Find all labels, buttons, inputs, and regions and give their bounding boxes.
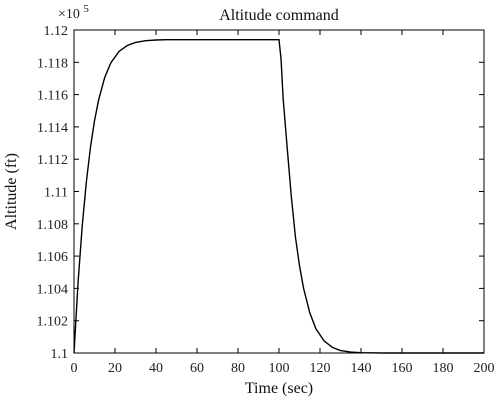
y-axis-label: Altitude (ft): [3, 153, 20, 230]
plot-frame: [73, 29, 485, 354]
x-tick-label: 0: [71, 361, 78, 376]
x-tick-label: 200: [474, 361, 495, 376]
y-tick-label: 1.102: [37, 315, 69, 330]
x-tick-label: 60: [190, 361, 204, 376]
y-axis-ticks: 1.1 1.102 1.104 1.106 1.108 1.11 1.112 1.114 1.1…: [37, 24, 484, 362]
y-axis-multiplier-exponent: 5: [83, 3, 89, 15]
x-tick-label: 120: [310, 361, 331, 376]
x-axis-ticks: 0 20 40 60 80 100 120 140 160 180 200: [71, 30, 495, 376]
y-tick-label: 1.114: [37, 121, 68, 136]
y-tick-label: 1.108: [37, 218, 69, 233]
y-tick-label: 1.12: [44, 24, 69, 39]
y-tick-label: 1.118: [37, 56, 68, 71]
y-tick-label: 1.1: [51, 347, 69, 362]
x-tick-label: 160: [392, 361, 413, 376]
y-tick-label: 1.112: [37, 153, 68, 168]
y-tick-label: 1.106: [37, 250, 69, 265]
chart-title: Altitude command: [219, 7, 339, 24]
x-tick-label: 180: [433, 361, 454, 376]
x-tick-label: 20: [108, 361, 122, 376]
y-tick-label: 1.104: [37, 282, 69, 297]
x-tick-label: 140: [351, 361, 372, 376]
y-tick-label: 1.116: [37, 89, 68, 104]
x-tick-label: 40: [149, 361, 163, 376]
x-tick-label: 100: [269, 361, 290, 376]
y-axis-multiplier-base: ×10: [58, 7, 80, 22]
y-tick-label: 1.11: [44, 186, 68, 201]
y-axis-multiplier: ×10 5: [58, 3, 89, 22]
x-axis-label: Time (sec): [245, 380, 313, 397]
altitude-series-line: [73, 38, 484, 354]
x-tick-label: 80: [231, 361, 245, 376]
